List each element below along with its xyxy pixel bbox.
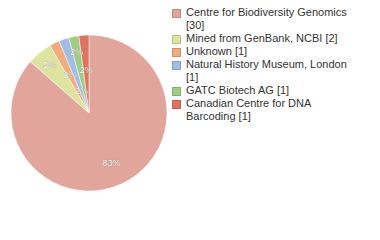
svg-text:2%: 2%: [80, 65, 93, 75]
html-text:GATC Biotech AG [1]: GATC Biotech AG [1]: [186, 84, 290, 96]
svg-text:2%: 2%: [75, 86, 88, 96]
svg-text:5%: 5%: [43, 60, 56, 70]
html-text:Canadian Centre for DNA Barcod: Canadian Centre for DNA Barcoding [1]: [186, 97, 311, 122]
html-text:Centre for Biodiversity Genomi: Centre for Biodiversity Genomics [30]: [186, 6, 347, 31]
svg-text:2%: 2%: [64, 70, 77, 80]
svg-text:2%: 2%: [70, 47, 83, 57]
html-text:Mined from GenBank, NCBI [2]: Mined from GenBank, NCBI [2]: [186, 32, 338, 44]
html-text:Natural History Museum, London: Natural History Museum, London [1]: [186, 58, 347, 83]
html-text:Unknown [1]: Unknown [1]: [186, 45, 248, 57]
svg-text:83%: 83%: [103, 158, 121, 168]
